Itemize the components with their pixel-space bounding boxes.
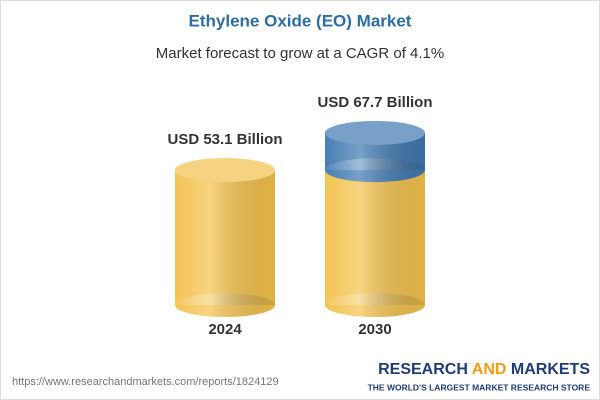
- x-tick-label: 2030: [358, 321, 391, 338]
- source-url: https://www.researchandmarkets.com/repor…: [12, 376, 279, 388]
- chart-subtitle: Market forecast to grow at a CAGR of 4.1…: [156, 45, 444, 62]
- cylinder-top: [175, 158, 275, 183]
- x-tick-label: 2024: [208, 321, 242, 338]
- brand-part: AND: [472, 361, 507, 378]
- chart-title: Ethylene Oxide (EO) Market: [189, 11, 412, 30]
- brand-part: RESEARCH: [378, 361, 468, 378]
- cylinder-top-light: [175, 158, 275, 183]
- brand-tagline: THE WORLD'S LARGEST MARKET RESEARCH STOR…: [368, 382, 591, 392]
- cylinder-shade: [175, 293, 275, 317]
- brand: RESEARCH AND MARKETS: [378, 361, 590, 378]
- brand-part: MARKETS: [511, 361, 590, 378]
- cylinder-top-light: [325, 121, 425, 145]
- value-label: USD 53.1 Billion: [167, 131, 282, 148]
- cylinder-shade: [325, 293, 425, 317]
- cylinder-shade: [325, 158, 425, 183]
- cylinder-top: [325, 121, 425, 145]
- value-label: USD 67.7 Billion: [317, 94, 432, 111]
- cylinder-shade: [175, 170, 275, 305]
- cylinder-shade: [325, 170, 425, 305]
